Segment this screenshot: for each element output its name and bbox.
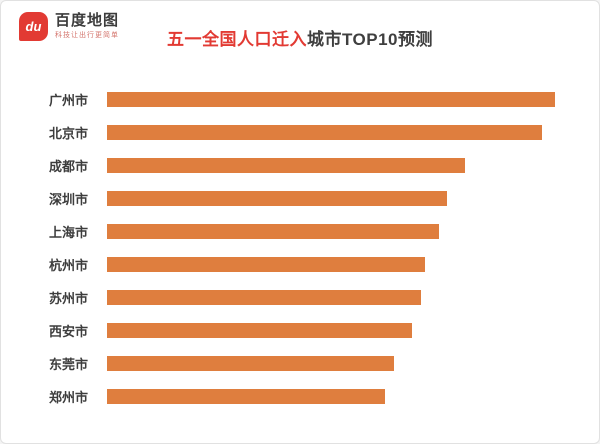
bar-label: 杭州市 (49, 258, 89, 273)
bar-label: 西安市 (49, 324, 89, 339)
bar-row: 苏州市 (49, 281, 555, 314)
bar-row: 杭州市 (49, 248, 555, 281)
bar-chart: 广州市北京市成都市深圳市上海市杭州市苏州市西安市东莞市郑州市 (1, 65, 599, 413)
bar-row: 成都市 (49, 149, 555, 182)
bar (107, 323, 412, 338)
bar-track (107, 323, 555, 338)
bar-track (107, 224, 555, 239)
bar-label: 成都市 (49, 159, 89, 174)
bar-label: 东莞市 (49, 357, 89, 372)
bar (107, 158, 466, 173)
bar-track (107, 92, 555, 107)
bar-row: 东莞市 (49, 347, 555, 380)
bar (107, 191, 448, 206)
bar-row: 西安市 (49, 314, 555, 347)
page-title: 五一全国人口迁入城市TOP10预测 (1, 25, 599, 50)
bar-track (107, 257, 555, 272)
bar-row: 深圳市 (49, 182, 555, 215)
bar-track (107, 356, 555, 371)
bar (107, 125, 542, 140)
baidu-map-logo: du 百度地图 科技让出行更简单 (19, 12, 119, 41)
bar-label: 广州市 (49, 93, 89, 108)
logo-text: 百度地图 科技让出行更简单 (55, 13, 119, 39)
logo-title: 百度地图 (55, 12, 120, 30)
bar (107, 389, 385, 404)
logo-subtitle: 科技让出行更简单 (55, 31, 119, 39)
bar (107, 92, 555, 107)
bar-label: 上海市 (49, 225, 89, 240)
bar-row: 北京市 (49, 116, 555, 149)
bar-track (107, 158, 555, 173)
bar-track (107, 389, 555, 404)
bar (107, 257, 426, 272)
bar-label: 深圳市 (49, 192, 89, 207)
title-part-1: 五一全国人口 (166, 30, 272, 49)
bar-label: 北京市 (49, 126, 89, 141)
bar (107, 356, 394, 371)
bar-row: 上海市 (49, 215, 555, 248)
bar-track (107, 290, 555, 305)
map-pin-icon: du (19, 12, 48, 41)
bar-label: 苏州市 (49, 291, 89, 306)
bar (107, 224, 439, 239)
bar-row: 广州市 (49, 83, 555, 116)
bar-label: 郑州市 (49, 390, 89, 405)
bar-row: 郑州市 (49, 380, 555, 413)
title-part-highlight: 迁入 (271, 30, 307, 49)
bar-track (107, 125, 555, 140)
header: du 百度地图 科技让出行更简单 五一全国人口迁入城市TOP10预测 (1, 1, 599, 65)
title-part-3: 城市TOP10预测 (306, 30, 434, 49)
bar-track (107, 191, 555, 206)
bar (107, 290, 421, 305)
